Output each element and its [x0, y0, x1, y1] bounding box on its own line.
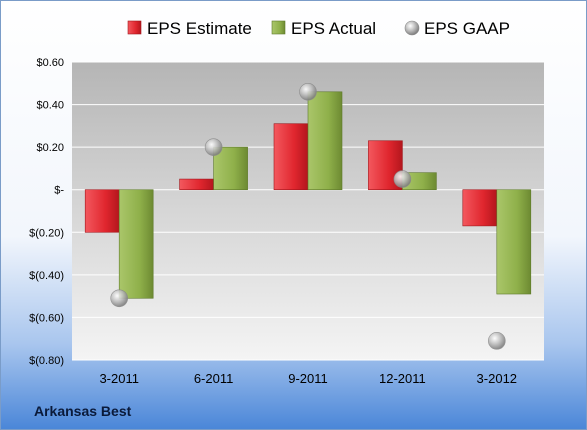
x-tick-label: 3-2012: [477, 371, 517, 386]
y-tick-label: $(0.40): [29, 270, 64, 282]
eps-gaap-marker: [204, 138, 223, 156]
eps-estimate-bar: [273, 123, 309, 191]
legend-swatch: [127, 20, 142, 35]
x-tick-label: 6-2011: [194, 371, 234, 386]
y-tick-label: $(0.80): [29, 355, 64, 367]
x-tick-label: 9-2011: [288, 371, 328, 386]
company-name: Arkansas Best: [34, 403, 132, 419]
eps-actual-bar: [213, 146, 248, 191]
eps-gaap-marker: [487, 332, 506, 350]
y-tick-label: $0.20: [36, 142, 64, 154]
gaap-markers: [110, 83, 506, 350]
legend: EPS Estimate EPS Actual EPS GAAP: [127, 19, 510, 38]
bars: [84, 91, 532, 299]
legend-label: EPS Actual: [291, 19, 376, 38]
eps-actual-bar: [118, 189, 154, 299]
y-tick-label: $(0.20): [29, 227, 64, 239]
eps-actual-bar: [496, 189, 532, 295]
eps-actual-bar: [307, 91, 343, 191]
x-tick-label: 12-2011: [379, 371, 426, 386]
x-axis-ticks: 3-2011 6-2011 9-2011 12-2011 3-2012: [99, 371, 517, 386]
eps-estimate-bar: [179, 178, 214, 191]
legend-swatch: [271, 20, 286, 35]
legend-swatch: [404, 20, 420, 36]
legend-label: EPS Estimate: [147, 19, 252, 38]
x-tick-label: 3-2011: [99, 371, 139, 386]
eps-estimate-bar: [84, 189, 120, 233]
y-tick-label: $0.40: [36, 100, 64, 112]
eps-gaap-marker: [110, 289, 128, 308]
legend-label: EPS GAAP: [424, 19, 510, 38]
eps-estimate-bar: [462, 189, 498, 227]
eps-gaap-marker: [393, 170, 412, 188]
y-tick-label: $-: [54, 185, 64, 197]
y-tick-label: $0.60: [36, 57, 64, 69]
eps-gaap-marker: [299, 83, 317, 101]
y-axis-ticks: $0.60 $0.40 $0.20 $- $(0.20) $(0.40) $(0.60) $(…: [29, 57, 64, 367]
y-tick-label: $(0.60): [29, 312, 64, 324]
